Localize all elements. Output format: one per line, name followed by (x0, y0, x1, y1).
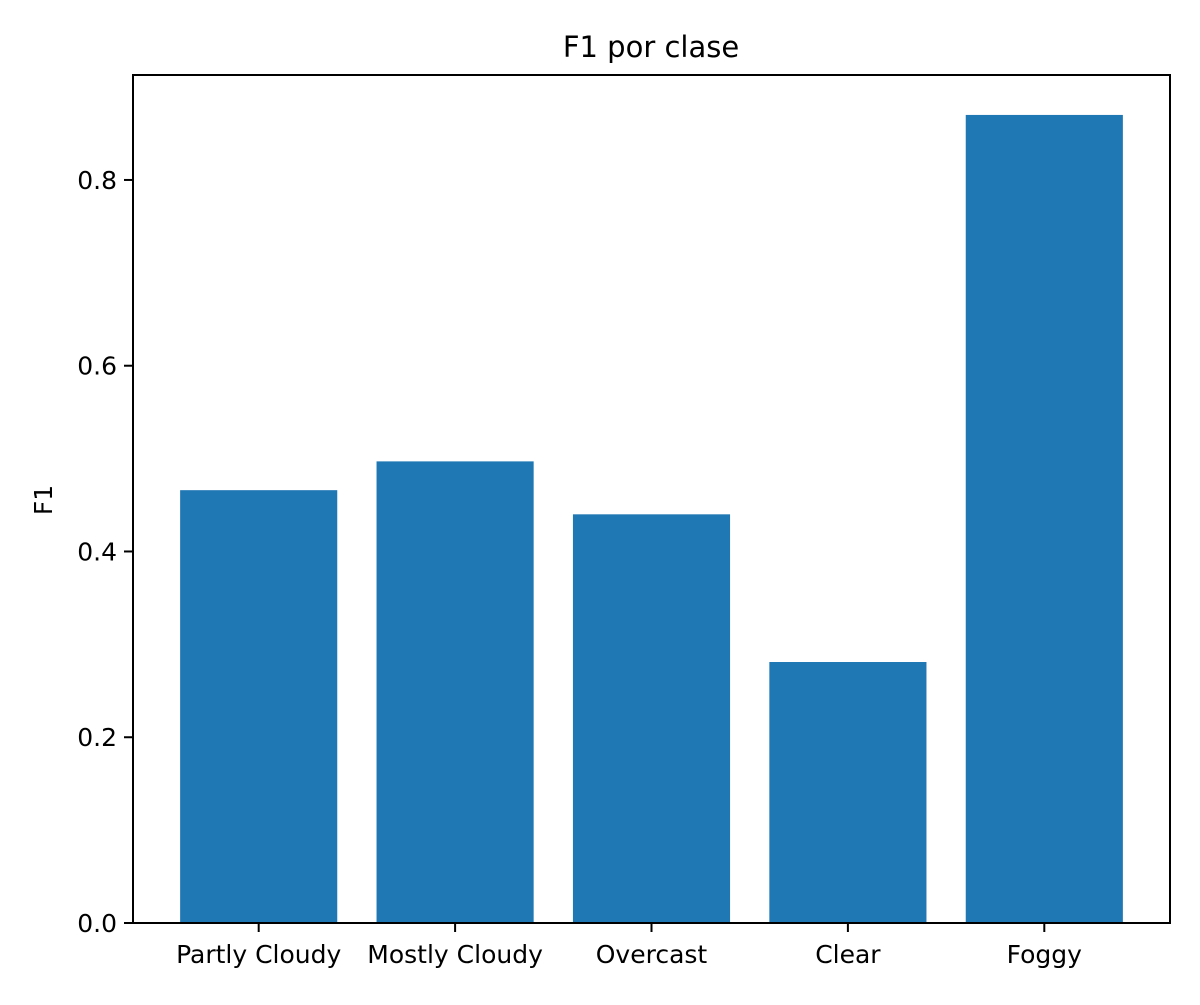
bar-clear (769, 662, 927, 923)
y-tick-label: 0.0 (77, 909, 117, 938)
y-tick-label: 0.2 (77, 723, 117, 752)
bar-foggy (965, 114, 1123, 924)
y-axis: 0.0 0.2 0.4 0.6 0.8 (77, 166, 133, 938)
bar-partly-cloudy (180, 490, 338, 923)
y-tick-label: 0.6 (77, 352, 117, 381)
x-tick-label: Foggy (1007, 940, 1083, 969)
x-tick-label: Mostly Cloudy (367, 940, 543, 969)
bar-mostly-cloudy (376, 461, 534, 923)
y-axis-label: F1 (29, 485, 58, 515)
bars-group (180, 114, 1123, 924)
x-tick-label: Overcast (596, 940, 708, 969)
bar-overcast (572, 514, 731, 923)
chart-title: F1 por clase (563, 30, 739, 64)
x-tick-label: Clear (815, 940, 881, 969)
x-axis: Partly Cloudy Mostly Cloudy Overcast Clear F… (176, 923, 1082, 969)
x-tick-label: Partly Cloudy (176, 940, 341, 969)
y-tick-label: 0.4 (77, 537, 117, 566)
plot-frame (132, 74, 1171, 924)
y-tick-label: 0.8 (77, 166, 117, 195)
